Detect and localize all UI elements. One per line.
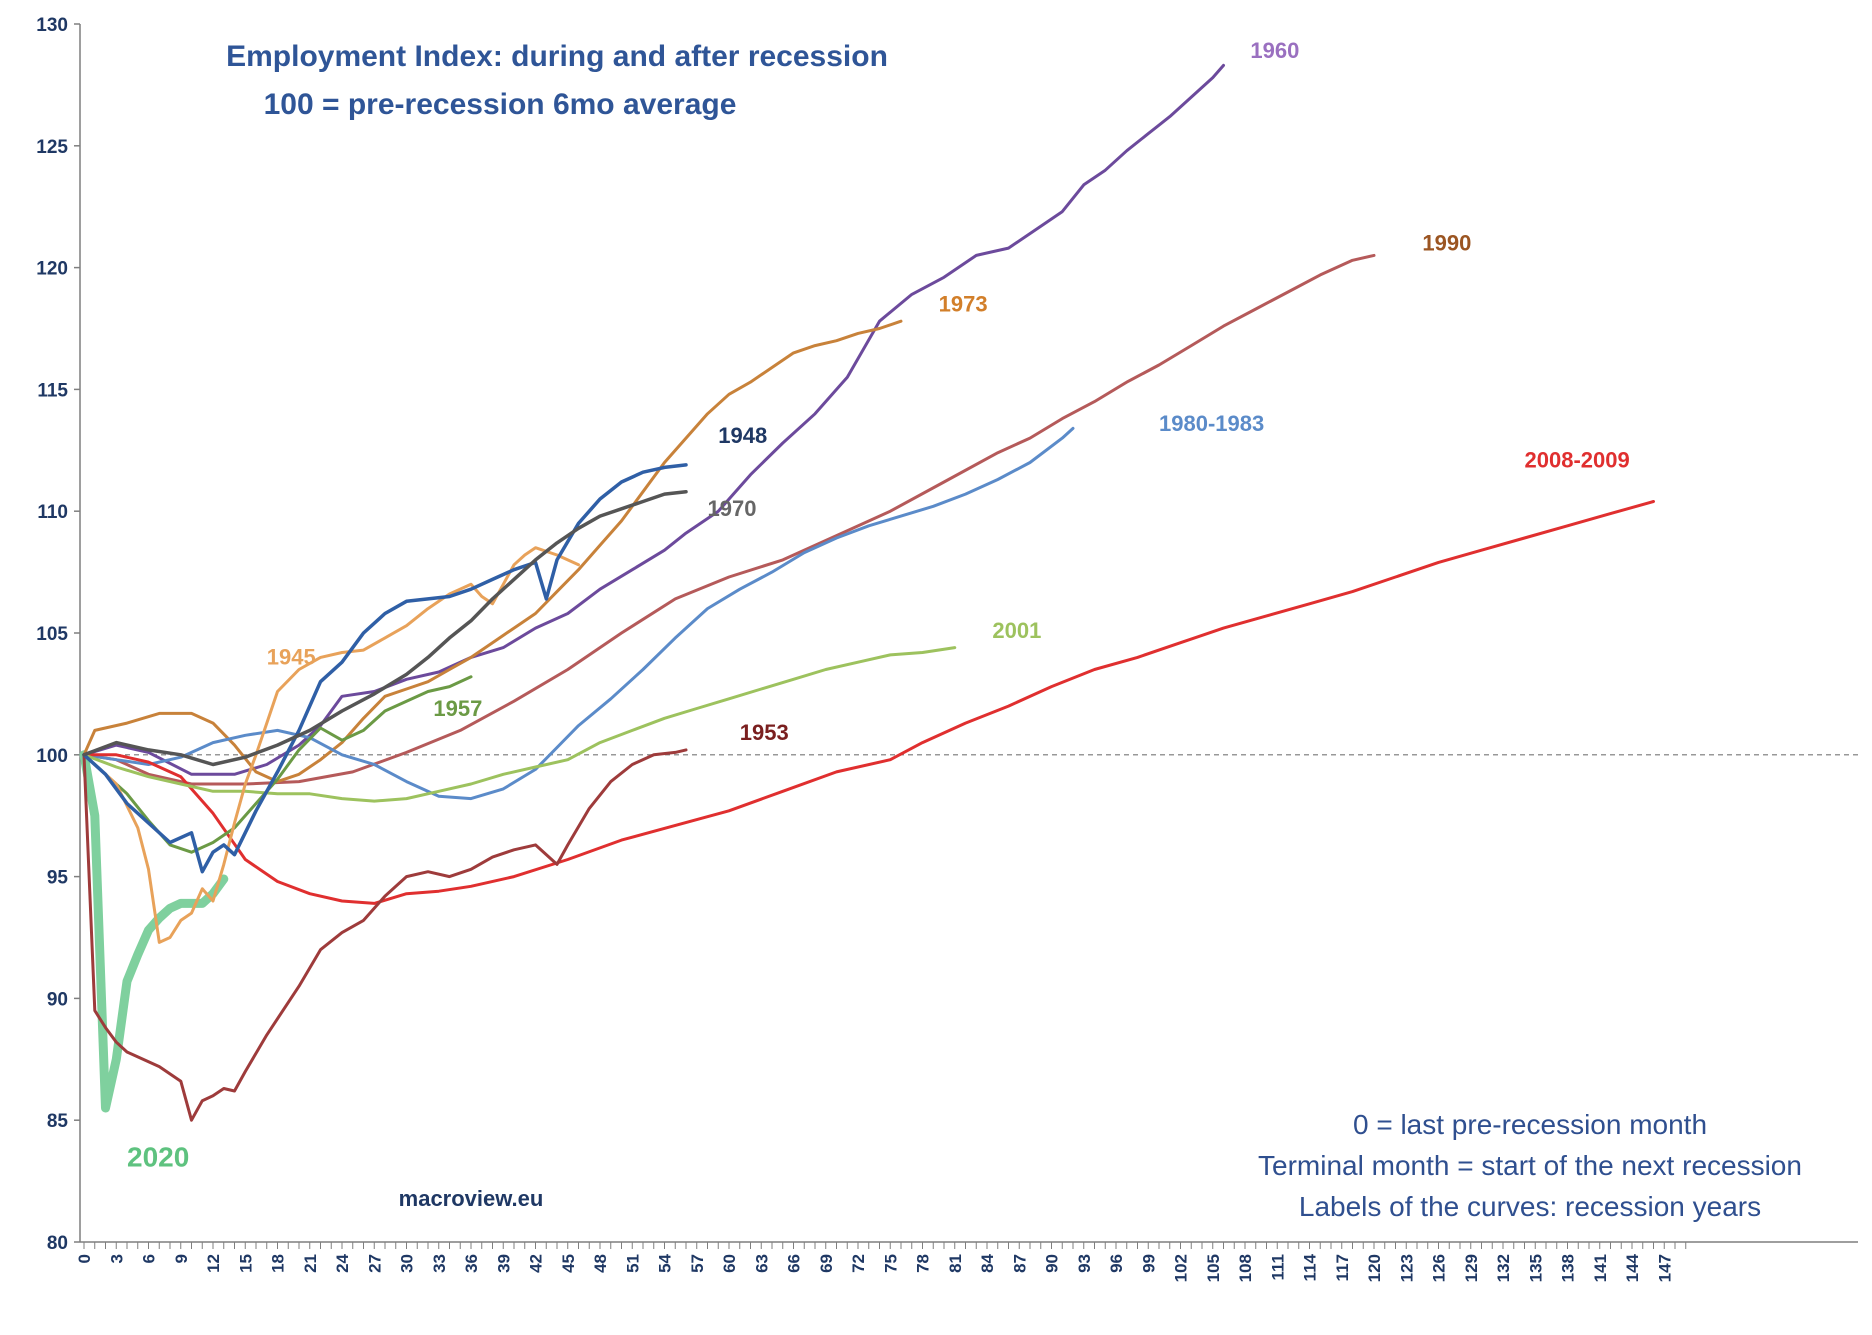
series-line-2020 (79, 750, 229, 1113)
x-tick-label: 126 (1430, 1254, 1449, 1282)
y-tick-label: 90 (47, 989, 68, 1010)
x-tick-label: 33 (430, 1254, 449, 1273)
x-tick-label: 21 (301, 1254, 320, 1273)
x-tick-label: 6 (140, 1254, 159, 1263)
series-label-1970: 1970 (708, 496, 757, 521)
series-line-1973 (82, 319, 903, 784)
x-tick-label: 72 (849, 1254, 868, 1273)
x-tick-label: 132 (1494, 1254, 1513, 1282)
y-tick-label: 80 (47, 1233, 68, 1254)
x-tick-label: 30 (398, 1254, 417, 1273)
y-tick-label: 110 (37, 502, 68, 523)
series-label-1980-1983: 1980-1983 (1159, 411, 1264, 436)
x-tick-label: 63 (752, 1254, 771, 1273)
x-tick-label: 105 (1204, 1254, 1223, 1282)
note-line-2: Terminal month = start of the next reces… (1258, 1150, 1802, 1181)
x-tick-label: 90 (1043, 1254, 1062, 1273)
x-tick-label: 144 (1623, 1253, 1642, 1282)
x-tick-label: 51 (623, 1254, 642, 1273)
series-label-1957: 1957 (433, 696, 482, 721)
series-line-2001 (82, 646, 957, 803)
y-tick-label: 85 (47, 1111, 69, 1132)
x-tick-label: 45 (559, 1254, 578, 1273)
x-tick-label: 60 (720, 1254, 739, 1273)
x-tick-label: 93 (1075, 1254, 1094, 1273)
x-tick-label: 75 (881, 1254, 900, 1273)
y-tick-label: 125 (36, 137, 68, 158)
x-tick-label: 18 (269, 1254, 288, 1273)
series-label-1990: 1990 (1422, 231, 1471, 256)
series-line-1980-1983 (82, 426, 1075, 801)
series-label-1948: 1948 (718, 423, 767, 448)
series-label-1973: 1973 (939, 291, 988, 316)
series-line-1957 (82, 675, 473, 854)
y-tick-label: 105 (36, 624, 68, 645)
x-tick-label: 15 (236, 1254, 255, 1273)
credit-text: macroview.eu (399, 1186, 544, 1211)
series-label-2008-2009: 2008-2009 (1525, 447, 1630, 472)
series-line-2008-2009 (82, 500, 1655, 905)
x-tick-label: 84 (978, 1253, 997, 1272)
chart-subtitle: 100 = pre-recession 6mo average (264, 88, 737, 121)
y-tick-label: 120 (36, 259, 68, 280)
y-tick-label: 115 (37, 380, 68, 401)
x-tick-label: 9 (172, 1254, 191, 1263)
x-tick-label: 66 (785, 1254, 804, 1273)
x-tick-label: 117 (1333, 1254, 1352, 1281)
series-label-1960: 1960 (1250, 38, 1299, 63)
x-tick-label: 57 (688, 1254, 707, 1273)
x-tick-label: 111 (1268, 1254, 1287, 1281)
annotation-group: Employment Index: during and after reces… (226, 40, 1802, 1222)
x-tick-label: 78 (914, 1254, 933, 1273)
x-tick-label: 138 (1559, 1254, 1578, 1282)
note-line-3: Labels of the curves: recession years (1299, 1191, 1761, 1222)
y-tick-label: 100 (36, 746, 68, 767)
x-tick-label: 69 (817, 1254, 836, 1273)
series-line-1960 (82, 63, 1225, 776)
x-tick-label: 96 (1107, 1254, 1126, 1273)
x-tick-label: 54 (656, 1253, 675, 1272)
series-label-2001: 2001 (992, 618, 1041, 643)
x-tick-label: 12 (204, 1254, 223, 1273)
series-line-1970 (82, 489, 688, 767)
note-line-1: 0 = last pre-recession month (1353, 1109, 1707, 1140)
series-line-1953 (82, 748, 688, 1122)
x-tick-label: 81 (946, 1254, 965, 1273)
series-line-1945 (82, 546, 580, 944)
x-tick-label: 48 (591, 1254, 610, 1273)
x-tick-label: 123 (1397, 1254, 1416, 1282)
x-tick-label: 114 (1301, 1253, 1320, 1281)
series-line-1948 (82, 463, 688, 874)
x-tick-label: 0 (75, 1254, 94, 1263)
chart-title: Employment Index: during and after reces… (226, 40, 888, 73)
x-tick-label: 147 (1655, 1254, 1674, 1282)
x-tick-label: 129 (1462, 1254, 1481, 1282)
x-tick-label: 102 (1172, 1254, 1191, 1282)
x-tick-label: 36 (462, 1254, 481, 1273)
x-tick-label: 24 (333, 1253, 352, 1272)
series-labels-group: 2020 1960 1990 1973 1980-1983 2008-2009 2001 19… (127, 38, 1630, 1172)
x-tick-label: 135 (1526, 1254, 1545, 1282)
x-tick-label: 3 (107, 1254, 126, 1263)
y-tick-label: 95 (47, 868, 69, 889)
series-label-1953: 1953 (740, 720, 789, 745)
x-tick-label: 42 (527, 1254, 546, 1273)
x-tick-label: 120 (1365, 1254, 1384, 1282)
series-line-1990 (82, 253, 1376, 786)
x-tick-label: 27 (365, 1254, 384, 1273)
series-label-2020: 2020 (127, 1141, 189, 1172)
x-tick-label: 108 (1236, 1254, 1255, 1282)
x-tick-label: 87 (1010, 1254, 1029, 1273)
x-tick-label: 141 (1591, 1254, 1610, 1282)
x-tick-label: 39 (494, 1254, 513, 1273)
series-label-1945: 1945 (267, 645, 316, 670)
x-tick-label: 99 (1139, 1254, 1158, 1273)
series-group (79, 63, 1655, 1122)
y-tick-label: 130 (36, 15, 68, 36)
